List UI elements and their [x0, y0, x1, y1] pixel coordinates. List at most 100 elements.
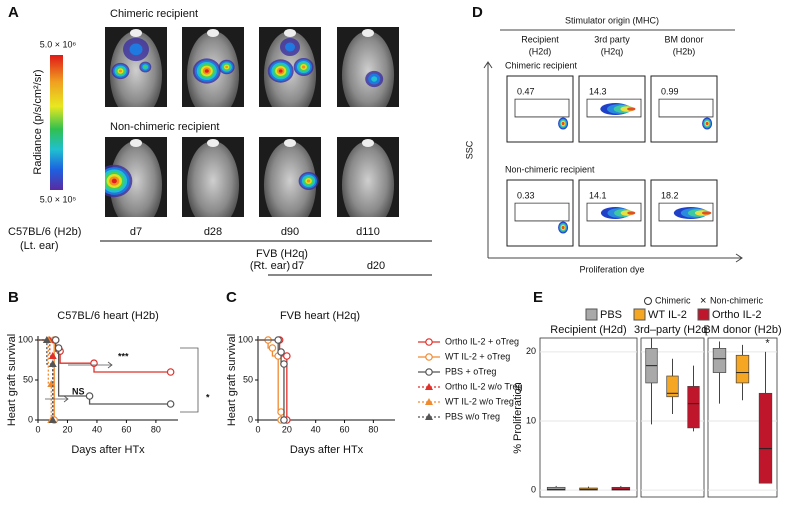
donor-strain: FVB (H2q): [256, 248, 308, 260]
day-label: d28: [204, 226, 222, 238]
signal: [129, 43, 143, 56]
bli-image: [182, 27, 244, 107]
x-tick-label: 40: [311, 424, 321, 434]
survival-curve: [38, 339, 54, 420]
y-axis-label: Heart graft survival: [6, 334, 18, 426]
row-title: Chimeric recipient: [110, 8, 198, 20]
flow-plot: [650, 75, 718, 143]
y-tick-label: 50: [23, 374, 33, 384]
gate-value: 0.47: [517, 86, 535, 96]
marker: [54, 344, 63, 352]
box: [687, 386, 700, 429]
y-tick-label: 20: [526, 346, 536, 356]
marker: [48, 352, 57, 359]
x-tick-label: 60: [121, 424, 131, 434]
legend-label: Non-chimeric: [710, 295, 764, 305]
y-tick-label: 0: [28, 414, 33, 424]
annotation-arrow: [45, 347, 199, 413]
legend-key: [633, 308, 646, 321]
legend-label: WT IL-2 w/o Treg: [445, 396, 514, 406]
gate: [586, 98, 642, 118]
signal: [111, 178, 117, 184]
legend-label: PBS w/o Treg: [445, 411, 500, 421]
facet-title: BM donor (H2b): [703, 324, 781, 336]
column-header: BM donor: [664, 34, 703, 44]
legend-shape: [644, 297, 652, 305]
facet-strip: [708, 323, 777, 337]
marker: [425, 398, 433, 405]
signal: [371, 76, 378, 82]
gate-value: 0.33: [517, 190, 535, 200]
x-tick-label: 80: [368, 424, 378, 434]
gate: [586, 202, 642, 222]
bli-image: [182, 137, 244, 217]
legend-label: WT IL-2: [648, 309, 687, 321]
marker: [166, 368, 175, 376]
lamp: [207, 139, 219, 147]
bli-image: [259, 137, 321, 217]
x-tick-label: 0: [35, 424, 40, 434]
colorbar: [50, 55, 63, 190]
marker: [268, 344, 277, 352]
panel-label: D: [472, 4, 483, 21]
row-title: Chimeric recipient: [505, 60, 578, 70]
gate: [658, 202, 714, 222]
column-header: Recipient: [521, 34, 559, 44]
lamp: [362, 29, 374, 37]
mouse: [109, 141, 163, 217]
donor-strain: C57BL/6 (H2b): [8, 226, 81, 238]
mouse: [109, 31, 163, 107]
x-axis-label: Proliferation dye: [579, 264, 644, 274]
column-header: (H2d): [529, 46, 552, 56]
day-label: d90: [281, 226, 299, 238]
chart-title: FVB heart (H2q): [280, 310, 360, 322]
signal: [301, 65, 306, 69]
row-title: Non-chimeric recipient: [505, 164, 595, 174]
box: [758, 392, 773, 484]
signal: [225, 65, 228, 69]
x-axis-label: Days after HTx: [71, 444, 145, 456]
column-header: 3rd party: [594, 34, 630, 44]
signal: [285, 42, 295, 52]
gate-value: 0.99: [661, 86, 679, 96]
signal: [119, 69, 122, 73]
day-label: d110: [356, 226, 380, 238]
marker: [48, 360, 57, 367]
marker: [425, 413, 433, 420]
lamp: [284, 139, 296, 147]
cell-density: [561, 121, 565, 126]
marker: [166, 400, 175, 408]
gate: [514, 202, 570, 222]
lamp: [130, 29, 142, 37]
facet-title: 3rd–party (H2q): [634, 324, 711, 336]
gate: [514, 98, 570, 118]
facet-panel: [539, 337, 638, 498]
row-title: Non-chimeric recipient: [110, 121, 219, 133]
marker: [90, 359, 98, 368]
bli-image: [105, 27, 167, 107]
legend-label: PBS: [600, 309, 622, 321]
marker: [425, 368, 433, 376]
marker: [425, 338, 433, 346]
x-axis-label: Days after HTx: [290, 444, 364, 456]
facet-strip: [641, 323, 704, 337]
marker: [280, 360, 288, 368]
x-tick-label: 20: [62, 424, 72, 434]
lamp: [362, 139, 374, 147]
marker: [51, 336, 60, 344]
cell-density: [627, 107, 636, 111]
legend-shape: ×: [700, 295, 706, 307]
signal: [278, 69, 283, 73]
x-tick-label: 40: [92, 424, 102, 434]
y-tick-label: 10: [526, 415, 536, 425]
marker: [48, 416, 57, 423]
legend-label: Chimeric: [655, 295, 691, 305]
x-tick-label: 60: [340, 424, 350, 434]
legend-key: [697, 308, 710, 321]
bli-image: [105, 137, 167, 217]
header: Stimulator origin (MHC): [565, 15, 659, 25]
day-label: d7: [130, 226, 142, 238]
y-tick-label: 100: [238, 334, 253, 344]
y-tick-label: 0: [248, 414, 253, 424]
